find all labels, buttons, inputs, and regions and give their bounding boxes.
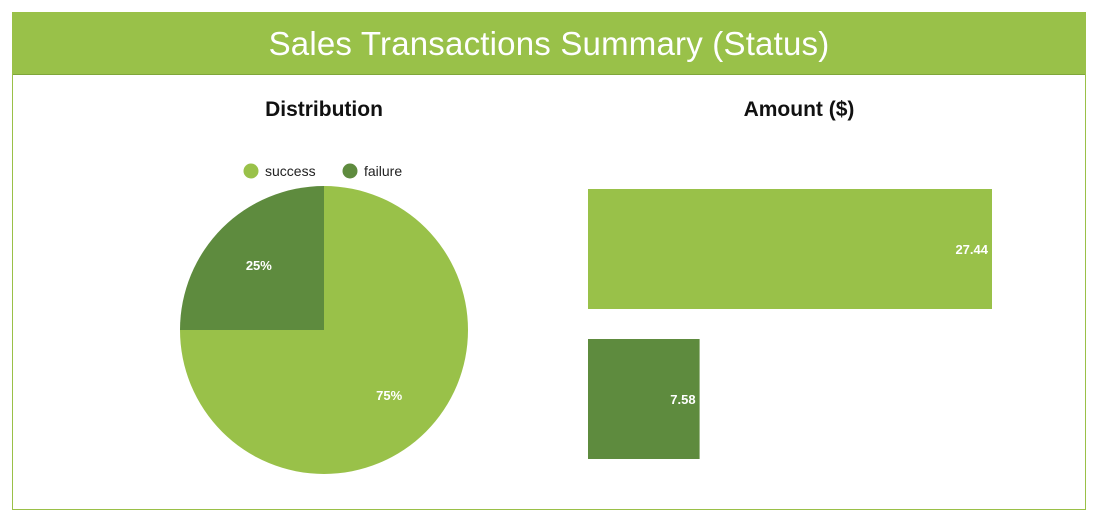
legend-label-failure: failure xyxy=(364,163,402,179)
legend-swatch-failure xyxy=(342,163,358,179)
bar-label-failure: 7.58 xyxy=(670,392,695,407)
pie-chart-title: Distribution xyxy=(265,98,383,121)
bar-success xyxy=(588,189,992,309)
pie-label-success: 75% xyxy=(376,388,402,403)
legend-label-success: success xyxy=(265,163,316,179)
bar-failure xyxy=(588,339,700,459)
pie-slice-failure xyxy=(180,186,324,330)
header-banner: Sales Transactions Summary (Status) xyxy=(13,13,1085,75)
legend-swatch-success xyxy=(243,163,259,179)
bar-label-success: 27.44 xyxy=(955,242,988,257)
bar-chart-title: Amount ($) xyxy=(743,98,855,121)
page-title: Sales Transactions Summary (Status) xyxy=(268,24,830,62)
pie-label-failure: 25% xyxy=(246,258,272,273)
pie-legend: success failure xyxy=(243,163,402,179)
